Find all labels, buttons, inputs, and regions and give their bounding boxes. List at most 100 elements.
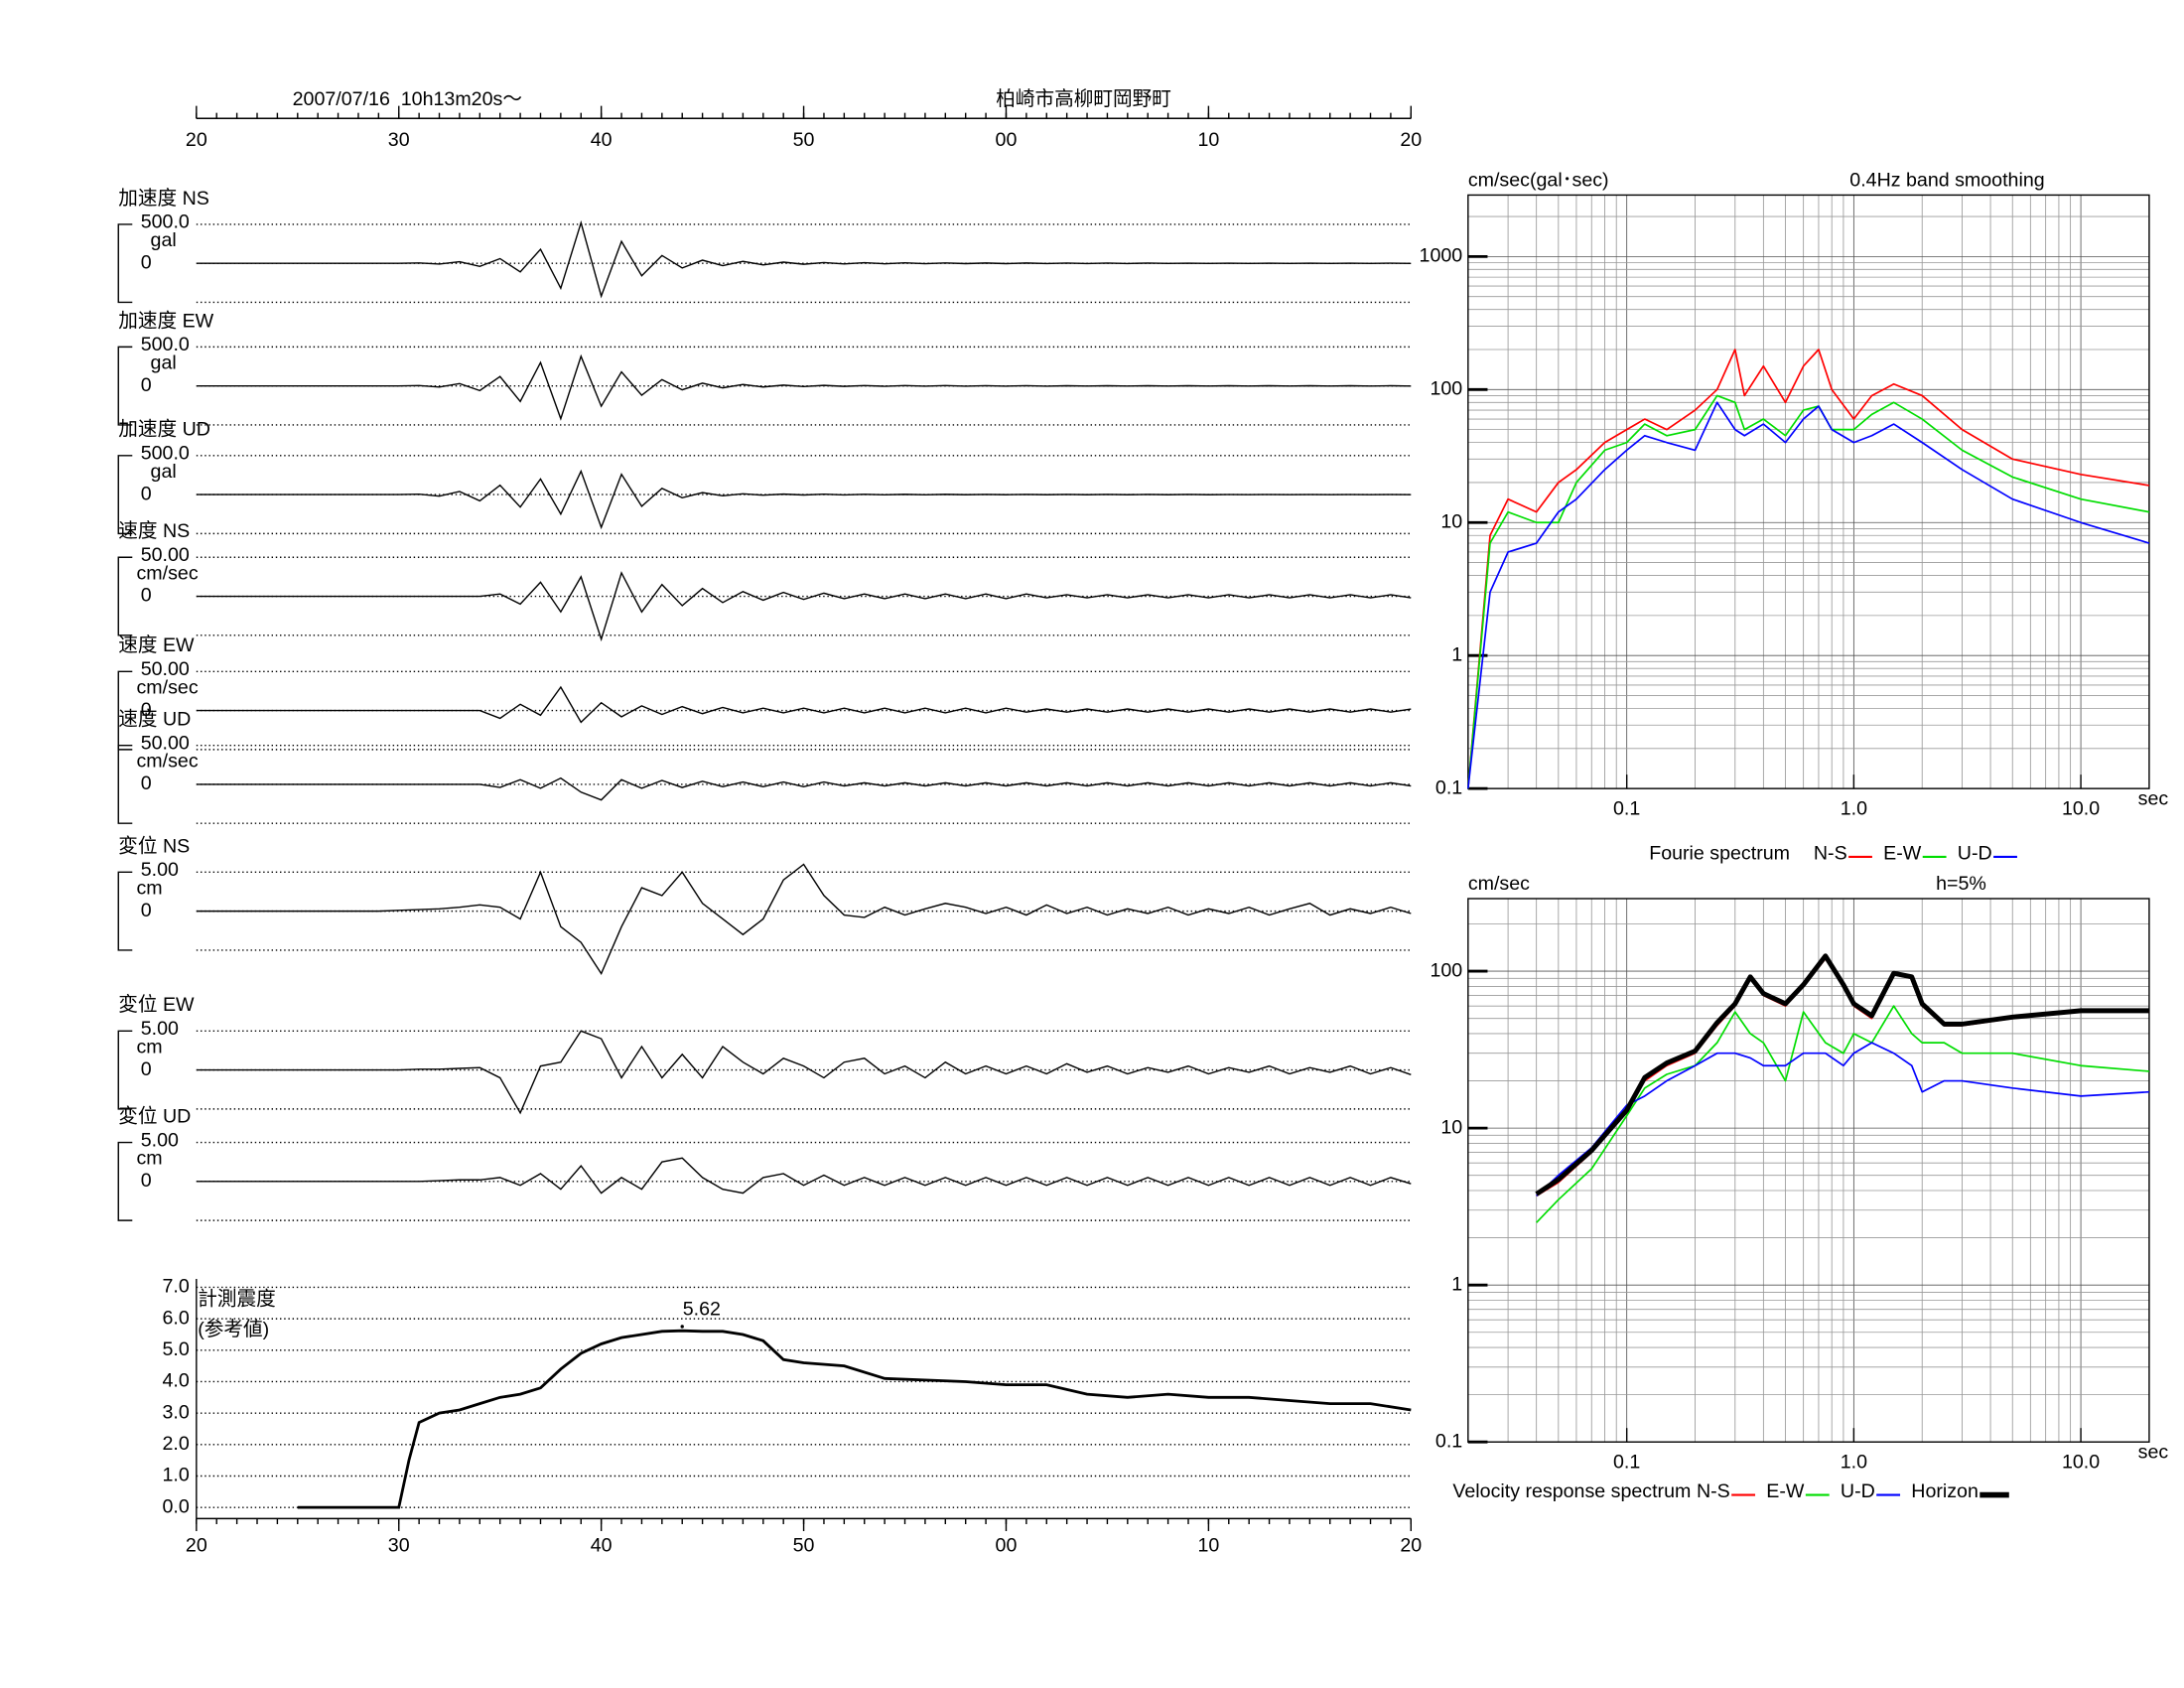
x-tick-label: 0.1 [1613, 797, 1640, 819]
spectrum-line [1535, 953, 2149, 1196]
y-tick-label: 5.00 [141, 1018, 179, 1040]
panel-bracket [117, 223, 133, 304]
spectrum-line [1466, 401, 2150, 789]
x-tick-label: 00 [996, 1535, 1018, 1557]
panel-bracket [117, 1141, 133, 1221]
y-tick-label: 0 [141, 483, 152, 504]
y-tick-label: 0 [141, 251, 152, 273]
legend-label: U-D [1958, 842, 1992, 864]
panel-title: 速度 UD [118, 709, 191, 731]
y-tick-label: 5.0 [163, 1338, 190, 1360]
y-tick-label: 0 [141, 773, 152, 794]
y-axis-label: cm/sec [1468, 873, 1530, 895]
panel-unit: cm/sec [137, 751, 199, 773]
x-tick-label: 50 [793, 129, 815, 151]
panel-bracket [117, 346, 133, 426]
y-tick-label: 0 [141, 1170, 152, 1192]
plot-frame [1467, 194, 2150, 789]
waveform [196, 469, 1412, 530]
legend-title: Fourie spectrum [1649, 842, 1790, 864]
x-tick-label: 30 [388, 129, 410, 151]
legend-label: U-D [1841, 1480, 1875, 1502]
x-tick-label: 10.0 [2062, 1451, 2100, 1473]
y-tick-label: 0 [141, 585, 152, 607]
panel-bracket [117, 670, 133, 751]
x-tick-label: 20 [1400, 129, 1422, 151]
panel-title: 変位 UD [118, 1105, 191, 1127]
legend-title: Velocity response spectrum [1452, 1480, 1691, 1502]
spectrum-line [1536, 957, 2149, 1197]
annotation: h=5% [1936, 873, 1986, 895]
x-tick-label: 0.1 [1613, 1451, 1640, 1473]
y-tick-label: 500.0 [141, 211, 190, 233]
x-tick-label: 1.0 [1841, 1451, 1867, 1473]
y-tick-label: 1.0 [163, 1465, 190, 1486]
y-tick-label: 500.0 [141, 443, 190, 465]
legend-label: E-W [1766, 1480, 1805, 1502]
y-tick-label: 0.1 [1435, 776, 1462, 798]
y-tick-label: 10 [1440, 1116, 1462, 1138]
panel-unit: cm [137, 1036, 163, 1057]
legend-label: N-S [1697, 1480, 1730, 1502]
x-tick-label: 10 [1197, 1535, 1219, 1557]
waveform [196, 219, 1412, 299]
x-tick-label: 20 [1400, 1535, 1422, 1557]
spectrum-line [1466, 394, 2150, 789]
panel-unit: gal [151, 229, 177, 251]
panel-title: 加速度 NS [118, 188, 209, 210]
spectrum-line [1536, 1042, 2149, 1196]
y-tick-label: 0 [141, 699, 152, 721]
y-tick-label: 50.00 [141, 544, 190, 566]
waveform [196, 685, 1412, 724]
chart-subtitle: (参考値) [198, 1319, 269, 1340]
x-tick-label: 10.0 [2062, 797, 2100, 819]
y-tick-label: 4.0 [163, 1370, 190, 1392]
y-tick-label: 1 [1451, 1273, 1462, 1295]
y-tick-label: 10 [1440, 510, 1462, 532]
panel-title: 速度 NS [118, 520, 190, 542]
panel-title: 変位 EW [118, 994, 195, 1016]
legend-label: N-S [1814, 842, 1847, 864]
x-tick-label: 40 [591, 129, 613, 151]
panel-unit: cm [137, 877, 163, 899]
x-axis-label: sec [2138, 788, 2169, 810]
panel-title: 加速度 EW [118, 310, 213, 332]
y-tick-label: 50.00 [141, 658, 190, 680]
y-tick-label: 5.00 [141, 1129, 179, 1151]
y-tick-label: 3.0 [163, 1401, 190, 1423]
y-tick-label: 0.1 [1435, 1430, 1462, 1452]
chart-title: 計測震度 [198, 1288, 275, 1310]
station-name: 柏崎市高柳町岡野町 [996, 88, 1171, 110]
annotation: 0.4Hz band smoothing [1849, 170, 2044, 192]
waveform [196, 353, 1412, 421]
legend-label: Horizon [1911, 1480, 1979, 1502]
panel-unit: gal [151, 352, 177, 373]
panel-bracket [117, 744, 133, 824]
y-tick-label: 7.0 [163, 1276, 190, 1298]
y-tick-label: 6.0 [163, 1307, 190, 1329]
x-tick-label: 1.0 [1841, 797, 1867, 819]
y-tick-label: 0 [141, 900, 152, 921]
y-tick-label: 50.00 [141, 732, 190, 754]
x-tick-label: 20 [186, 129, 207, 151]
x-tick-label: 30 [388, 1535, 410, 1557]
peak-dot [680, 1325, 684, 1329]
y-tick-label: 500.0 [141, 334, 190, 355]
waveform [196, 1157, 1412, 1195]
panel-title: 加速度 UD [118, 419, 210, 441]
panel-unit: gal [151, 461, 177, 483]
peak-label: 5.62 [683, 1298, 721, 1320]
panel-bracket [117, 455, 133, 535]
plot-frame [1467, 898, 2150, 1443]
panel-bracket [117, 556, 133, 636]
y-tick-label: 5.00 [141, 859, 179, 881]
y-tick-label: 1000 [1420, 245, 1463, 267]
x-tick-label: 00 [996, 129, 1018, 151]
panel-unit: cm [137, 1148, 163, 1170]
waveform [196, 1030, 1412, 1115]
legend-label: E-W [1883, 842, 1922, 864]
panel-title: 変位 NS [118, 835, 190, 857]
panel-bracket [117, 1030, 133, 1110]
x-axis-label: sec [2138, 1442, 2169, 1464]
